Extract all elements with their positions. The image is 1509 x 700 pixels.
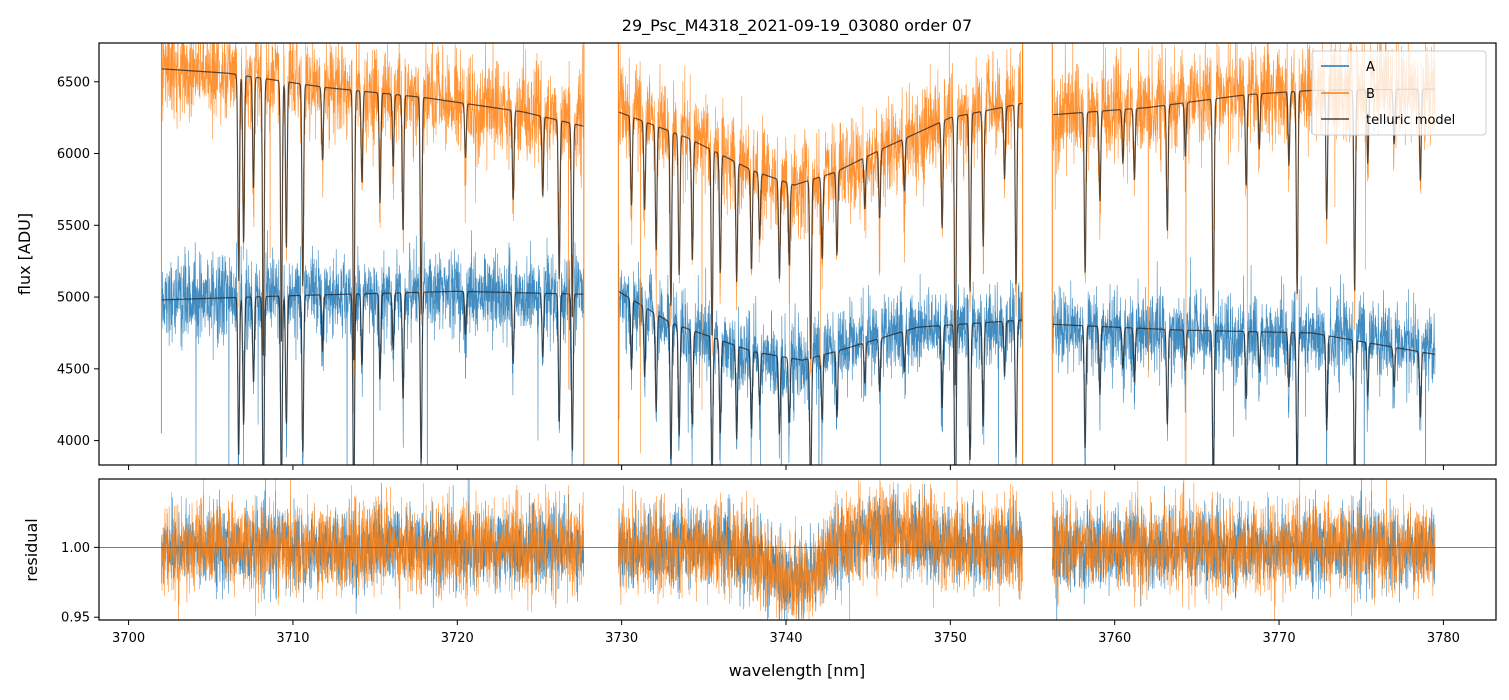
flux-y-tick-label-5: 6500: [57, 75, 90, 90]
residual-y-tick-label-1: 1.00: [61, 541, 90, 556]
chart-title: 29_Psc_M4318_2021-09-19_03080 order 07: [622, 16, 972, 36]
x-tick-label-3: 3730: [605, 631, 638, 646]
residual-y-tick-label-0: 0.95: [61, 611, 90, 626]
residual-panel-data: [99, 479, 1496, 620]
flux-y-tick-label-4: 6000: [57, 147, 90, 162]
flux-y-tick-label-3: 5500: [57, 219, 90, 234]
residual-y-axis-label: residual: [22, 518, 41, 581]
legend-box: [1311, 50, 1487, 136]
x-tick-label-1: 3710: [276, 631, 309, 646]
telluric-model-b-seg-1: [618, 102, 1023, 386]
legend-label-b: B: [1366, 87, 1375, 102]
residual-axes: 3700 3710 3720 3730 3740 3750 3760 3770 3780 0.95…: [61, 541, 1460, 646]
legend-label-a: A: [1366, 60, 1375, 75]
legend: A B telluric model: [1311, 50, 1487, 136]
flux-y-tick-label-0: 4000: [57, 434, 90, 449]
series-b-residual-seg-0: [161, 479, 585, 620]
series-a-flux-seg-2: [1051, 257, 1436, 465]
flux-y-tick-label-2: 5000: [57, 291, 90, 306]
telluric-model-a-seg-0: [161, 290, 584, 465]
x-tick-label-6: 3760: [1098, 631, 1131, 646]
x-tick-label-8: 3780: [1427, 631, 1460, 646]
x-tick-label-0: 3700: [112, 631, 145, 646]
x-tick-label-7: 3770: [1263, 631, 1296, 646]
flux-panel-frame: [98, 42, 1497, 466]
flux-y-axis-label: flux [ADU]: [15, 213, 34, 295]
telluric-model-a-seg-2: [1052, 323, 1435, 465]
telluric-model-b-seg-0: [161, 68, 584, 361]
flux-y-tick-label-1: 4500: [57, 362, 90, 377]
flux-axes: 4000 4500 5000 5500 6000 6500: [57, 75, 1444, 470]
series-b-residual-seg-2: [1051, 479, 1436, 620]
x-axis-label: wavelength [nm]: [729, 661, 866, 680]
flux-panel-data: [160, 43, 1436, 465]
residual-panel-frame: [98, 478, 1497, 621]
series-b-residual-seg-1: [618, 479, 1023, 620]
legend-label-telluric: telluric model: [1366, 113, 1455, 128]
x-tick-label-2: 3720: [441, 631, 474, 646]
x-tick-label-4: 3740: [769, 631, 802, 646]
x-tick-label-5: 3750: [934, 631, 967, 646]
